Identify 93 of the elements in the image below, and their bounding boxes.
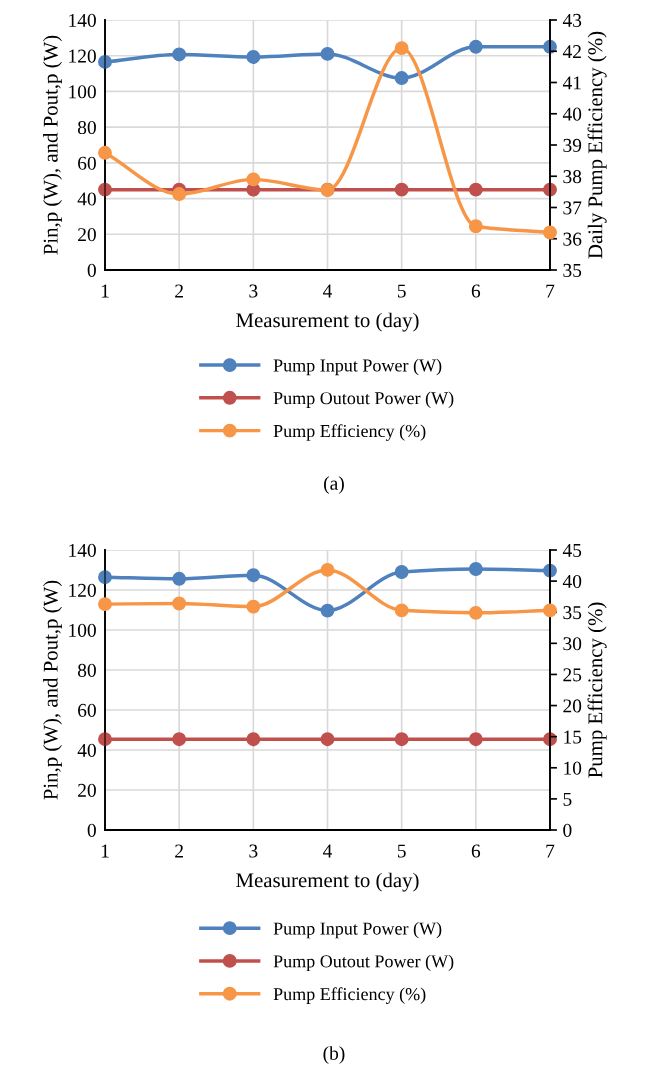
y-tick-label: 100 xyxy=(69,85,96,99)
legend-label: Pump Input Power (W) xyxy=(273,921,442,939)
x-axis-title: Measurement to (day) xyxy=(236,872,419,892)
point xyxy=(246,599,261,614)
point xyxy=(172,187,187,202)
point xyxy=(98,597,112,612)
x-tick-label: 5 xyxy=(397,844,406,858)
y2-tick-label: 25 xyxy=(563,668,582,682)
point xyxy=(468,219,483,234)
y-tick-label: 100 xyxy=(69,623,96,637)
point xyxy=(543,603,557,618)
point xyxy=(320,603,335,618)
point xyxy=(172,47,187,62)
y2-tick-label: 35 xyxy=(563,606,582,620)
legend-label: Pump Efficiency (%) xyxy=(273,424,426,441)
point xyxy=(320,46,335,61)
point xyxy=(468,562,483,576)
y-tick-label: 120 xyxy=(69,583,96,597)
y2-tick-label: 36 xyxy=(563,232,582,246)
x-tick-label: 6 xyxy=(471,844,481,858)
y2-tick-label: 35 xyxy=(563,263,582,277)
x-tick-label: 3 xyxy=(249,284,258,298)
x-tick-label: 5 xyxy=(397,284,406,298)
y2-axis-title: Daily Pump Efficiency (%) xyxy=(587,31,607,259)
x-tick-label: 3 xyxy=(249,844,258,858)
point xyxy=(468,39,483,54)
point xyxy=(246,568,261,583)
legend-label: Pump Efficiency (%) xyxy=(273,987,426,1004)
y-tick-label: 60 xyxy=(78,703,96,717)
y2-tick-label: 40 xyxy=(562,574,582,589)
point xyxy=(172,732,187,747)
point xyxy=(394,182,409,197)
point xyxy=(394,565,409,579)
y-axis-title: Pin,p (W), and Pout,p (W) xyxy=(43,580,62,800)
x-tick-label: 4 xyxy=(323,844,333,858)
x-tick-label: 7 xyxy=(546,284,555,298)
y-tick-label: 0 xyxy=(87,823,96,837)
point xyxy=(394,41,409,56)
y2-tick-label: 0 xyxy=(563,823,572,837)
text: (a) xyxy=(324,476,344,494)
point xyxy=(543,225,557,240)
point xyxy=(172,571,187,586)
y2-tick-label: 20 xyxy=(563,699,582,713)
text: (b) xyxy=(323,1046,345,1064)
x-tick-label: 2 xyxy=(175,844,183,858)
y2-tick-label: 43 xyxy=(562,13,582,27)
y-tick-label: 0 xyxy=(87,263,96,277)
x-axis-title: Measurement to (day) xyxy=(236,312,419,332)
y-tick-label: 120 xyxy=(69,49,96,63)
x-tick-label: 2 xyxy=(175,284,183,298)
point xyxy=(468,182,483,197)
y-tick-label: 40 xyxy=(77,743,96,757)
legend-label: Pump Outout Power (W) xyxy=(273,954,454,972)
y2-tick-label: 30 xyxy=(563,637,582,651)
y2-tick-label: 45 xyxy=(562,543,582,557)
y-tick-label: 60 xyxy=(78,156,96,170)
point xyxy=(468,605,483,620)
y2-tick-label: 37 xyxy=(563,201,582,215)
y2-tick-label: 39 xyxy=(563,138,582,152)
point xyxy=(320,732,335,747)
y-tick-label: 140 xyxy=(69,543,96,557)
point xyxy=(246,172,261,187)
point xyxy=(394,603,409,618)
point xyxy=(468,732,483,747)
y2-tick-label: 10 xyxy=(564,761,582,775)
y2-tick-label: 42 xyxy=(562,45,581,58)
legend-label: Pump Outout Power (W) xyxy=(273,391,454,408)
point xyxy=(394,71,409,85)
y-tick-label: 40 xyxy=(77,192,96,206)
point xyxy=(246,50,261,64)
point xyxy=(98,145,112,160)
y2-tick-label: 41 xyxy=(562,76,581,90)
y-tick-label: 80 xyxy=(77,663,96,677)
point xyxy=(320,562,335,577)
point xyxy=(246,732,261,747)
y2-axis-title: Pump Efficiency (%) xyxy=(587,602,607,778)
y-tick-label: 140 xyxy=(69,13,96,27)
y2-tick-label: 15 xyxy=(564,730,582,744)
point xyxy=(172,596,187,611)
x-tick-label: 6 xyxy=(471,284,481,298)
point xyxy=(394,732,409,747)
y-axis-title: Pin,p (W), and Pout,p (W) xyxy=(43,35,62,255)
y2-tick-label: 40 xyxy=(562,107,582,121)
x-tick-label: 7 xyxy=(546,844,555,858)
x-tick-label: 4 xyxy=(323,284,333,298)
y-tick-label: 20 xyxy=(78,228,96,242)
y2-tick-label: 5 xyxy=(563,792,572,806)
y-tick-label: 20 xyxy=(78,783,96,797)
legend-label: Pump Input Power (W) xyxy=(273,358,442,376)
x-tick-label: 1 xyxy=(101,844,109,858)
x-tick-label: 1 xyxy=(101,284,109,298)
y-tick-label: 80 xyxy=(77,120,96,135)
y2-tick-label: 38 xyxy=(563,170,582,184)
